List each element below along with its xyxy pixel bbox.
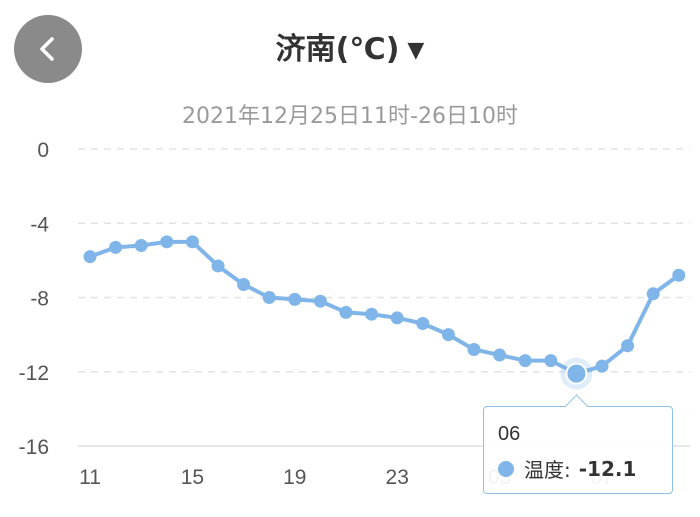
data-point <box>134 239 148 253</box>
chart-tooltip: 06 温度: -12.1 <box>483 394 673 494</box>
data-point <box>390 311 404 325</box>
data-point <box>211 259 225 273</box>
data-point <box>646 287 660 301</box>
x-tick-label: 23 <box>386 466 409 489</box>
data-point <box>544 354 558 368</box>
x-tick-label: 11 <box>79 466 101 489</box>
data-point <box>672 268 686 282</box>
y-tick-label: -16 <box>19 436 49 459</box>
y-tick-label: -8 <box>30 288 49 311</box>
dropdown-caret-icon: ▼ <box>407 38 425 63</box>
date-range-subtitle: 2021年12月25日11时-26日10时 <box>182 104 518 129</box>
data-point <box>185 235 199 249</box>
data-point <box>109 240 123 254</box>
highlight-point <box>565 362 588 385</box>
chevron-left-icon <box>40 37 54 61</box>
data-point <box>493 348 507 362</box>
data-point <box>313 294 327 308</box>
tooltip-series-marker <box>498 460 514 477</box>
tooltip-series-row: 温度: -12.1 <box>498 454 658 483</box>
y-tick-label: -4 <box>30 213 49 236</box>
data-point <box>160 235 174 249</box>
x-tick-label: 15 <box>181 466 204 489</box>
y-tick-label: -12 <box>19 362 49 385</box>
tooltip-series-label: 温度: <box>524 458 571 482</box>
data-point <box>339 305 353 319</box>
tooltip-value: -12.1 <box>578 456 637 481</box>
data-point <box>441 328 455 342</box>
page-title: 济南(℃) <box>275 32 400 67</box>
data-point <box>595 359 609 373</box>
data-point <box>467 342 481 356</box>
x-tick-label: 19 <box>283 466 306 489</box>
tooltip-x-label: 06 <box>498 423 521 445</box>
y-tick-label: 0 <box>37 139 49 162</box>
data-point <box>262 291 276 304</box>
data-point <box>237 278 251 292</box>
series-line <box>88 239 681 376</box>
data-point <box>621 339 635 353</box>
data-point <box>288 292 302 306</box>
data-point <box>416 316 430 330</box>
data-point <box>365 307 379 321</box>
back-button[interactable] <box>14 15 82 83</box>
data-point <box>83 250 97 264</box>
data-point <box>518 354 532 368</box>
city-selector[interactable]: 济南(℃) ▼ <box>0 24 700 68</box>
